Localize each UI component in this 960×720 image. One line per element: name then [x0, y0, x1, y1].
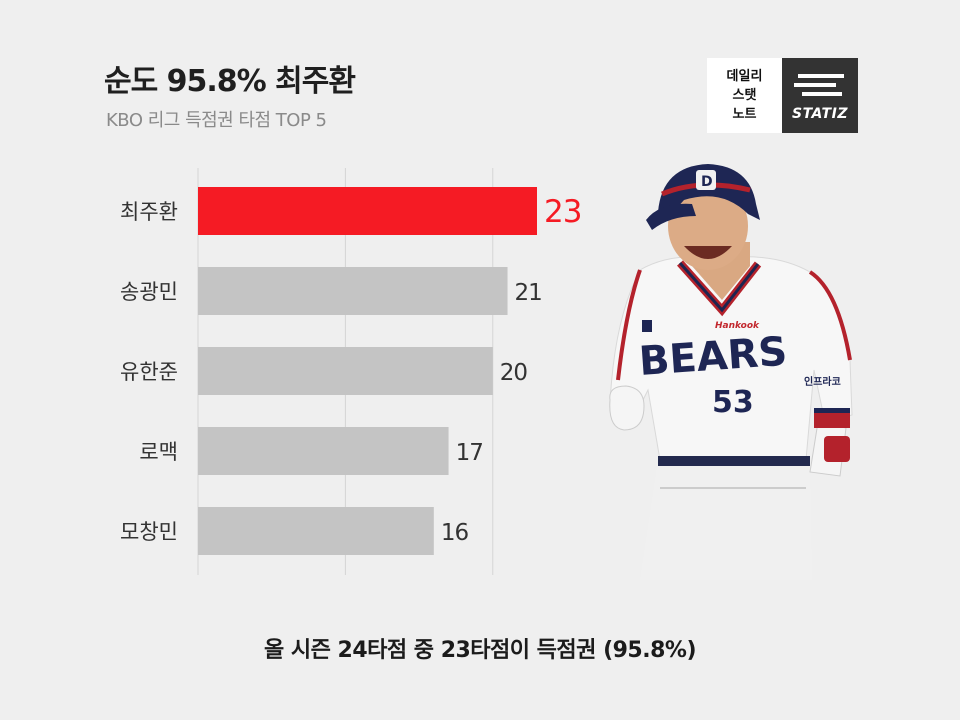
bar [198, 427, 449, 475]
bar [198, 507, 434, 555]
category-label: 모창민 [120, 520, 178, 544]
logo-line-3: 노트 [732, 107, 757, 122]
bar [198, 187, 537, 235]
value-label: 23 [544, 194, 581, 230]
chest-logo-icon [642, 320, 652, 332]
svg-text:D: D [701, 174, 713, 190]
bar [198, 347, 493, 395]
statiz-logo: STATIZ [782, 58, 858, 133]
value-label: 20 [500, 360, 528, 386]
category-label: 유한준 [120, 360, 178, 384]
jersey-number: 53 [712, 385, 754, 420]
statiz-wordmark: STATIZ [792, 106, 848, 122]
category-label: 로맥 [139, 440, 178, 464]
page-subtitle: KBO 리그 득점권 타점 TOP 5 [106, 110, 327, 131]
jersey-team-text: BEARS [637, 329, 788, 385]
statiz-mark-icon [794, 74, 844, 96]
player-photo: D BEARS 53 Hankook 인프라코 [609, 164, 853, 580]
daily-stat-note-logo: 데일리 스탯 노트 [707, 58, 782, 133]
jersey-sponsor: Hankook [715, 321, 760, 331]
category-label: 송광민 [120, 280, 178, 304]
value-label: 16 [441, 520, 469, 546]
bar [198, 267, 508, 315]
value-label: 21 [515, 280, 542, 306]
footer-note: 올 시즌 24타점 중 23타점이 득점권 (95.8%) [264, 638, 697, 663]
jersey-patch: 인프라코 [804, 375, 841, 388]
category-label: 최주환 [120, 200, 178, 224]
logo-line-1: 데일리 [726, 69, 763, 84]
page-title: 순도 95.8% 최주환 [104, 64, 356, 99]
logo-line-2: 스탯 [732, 88, 757, 103]
value-label: 17 [456, 440, 483, 466]
